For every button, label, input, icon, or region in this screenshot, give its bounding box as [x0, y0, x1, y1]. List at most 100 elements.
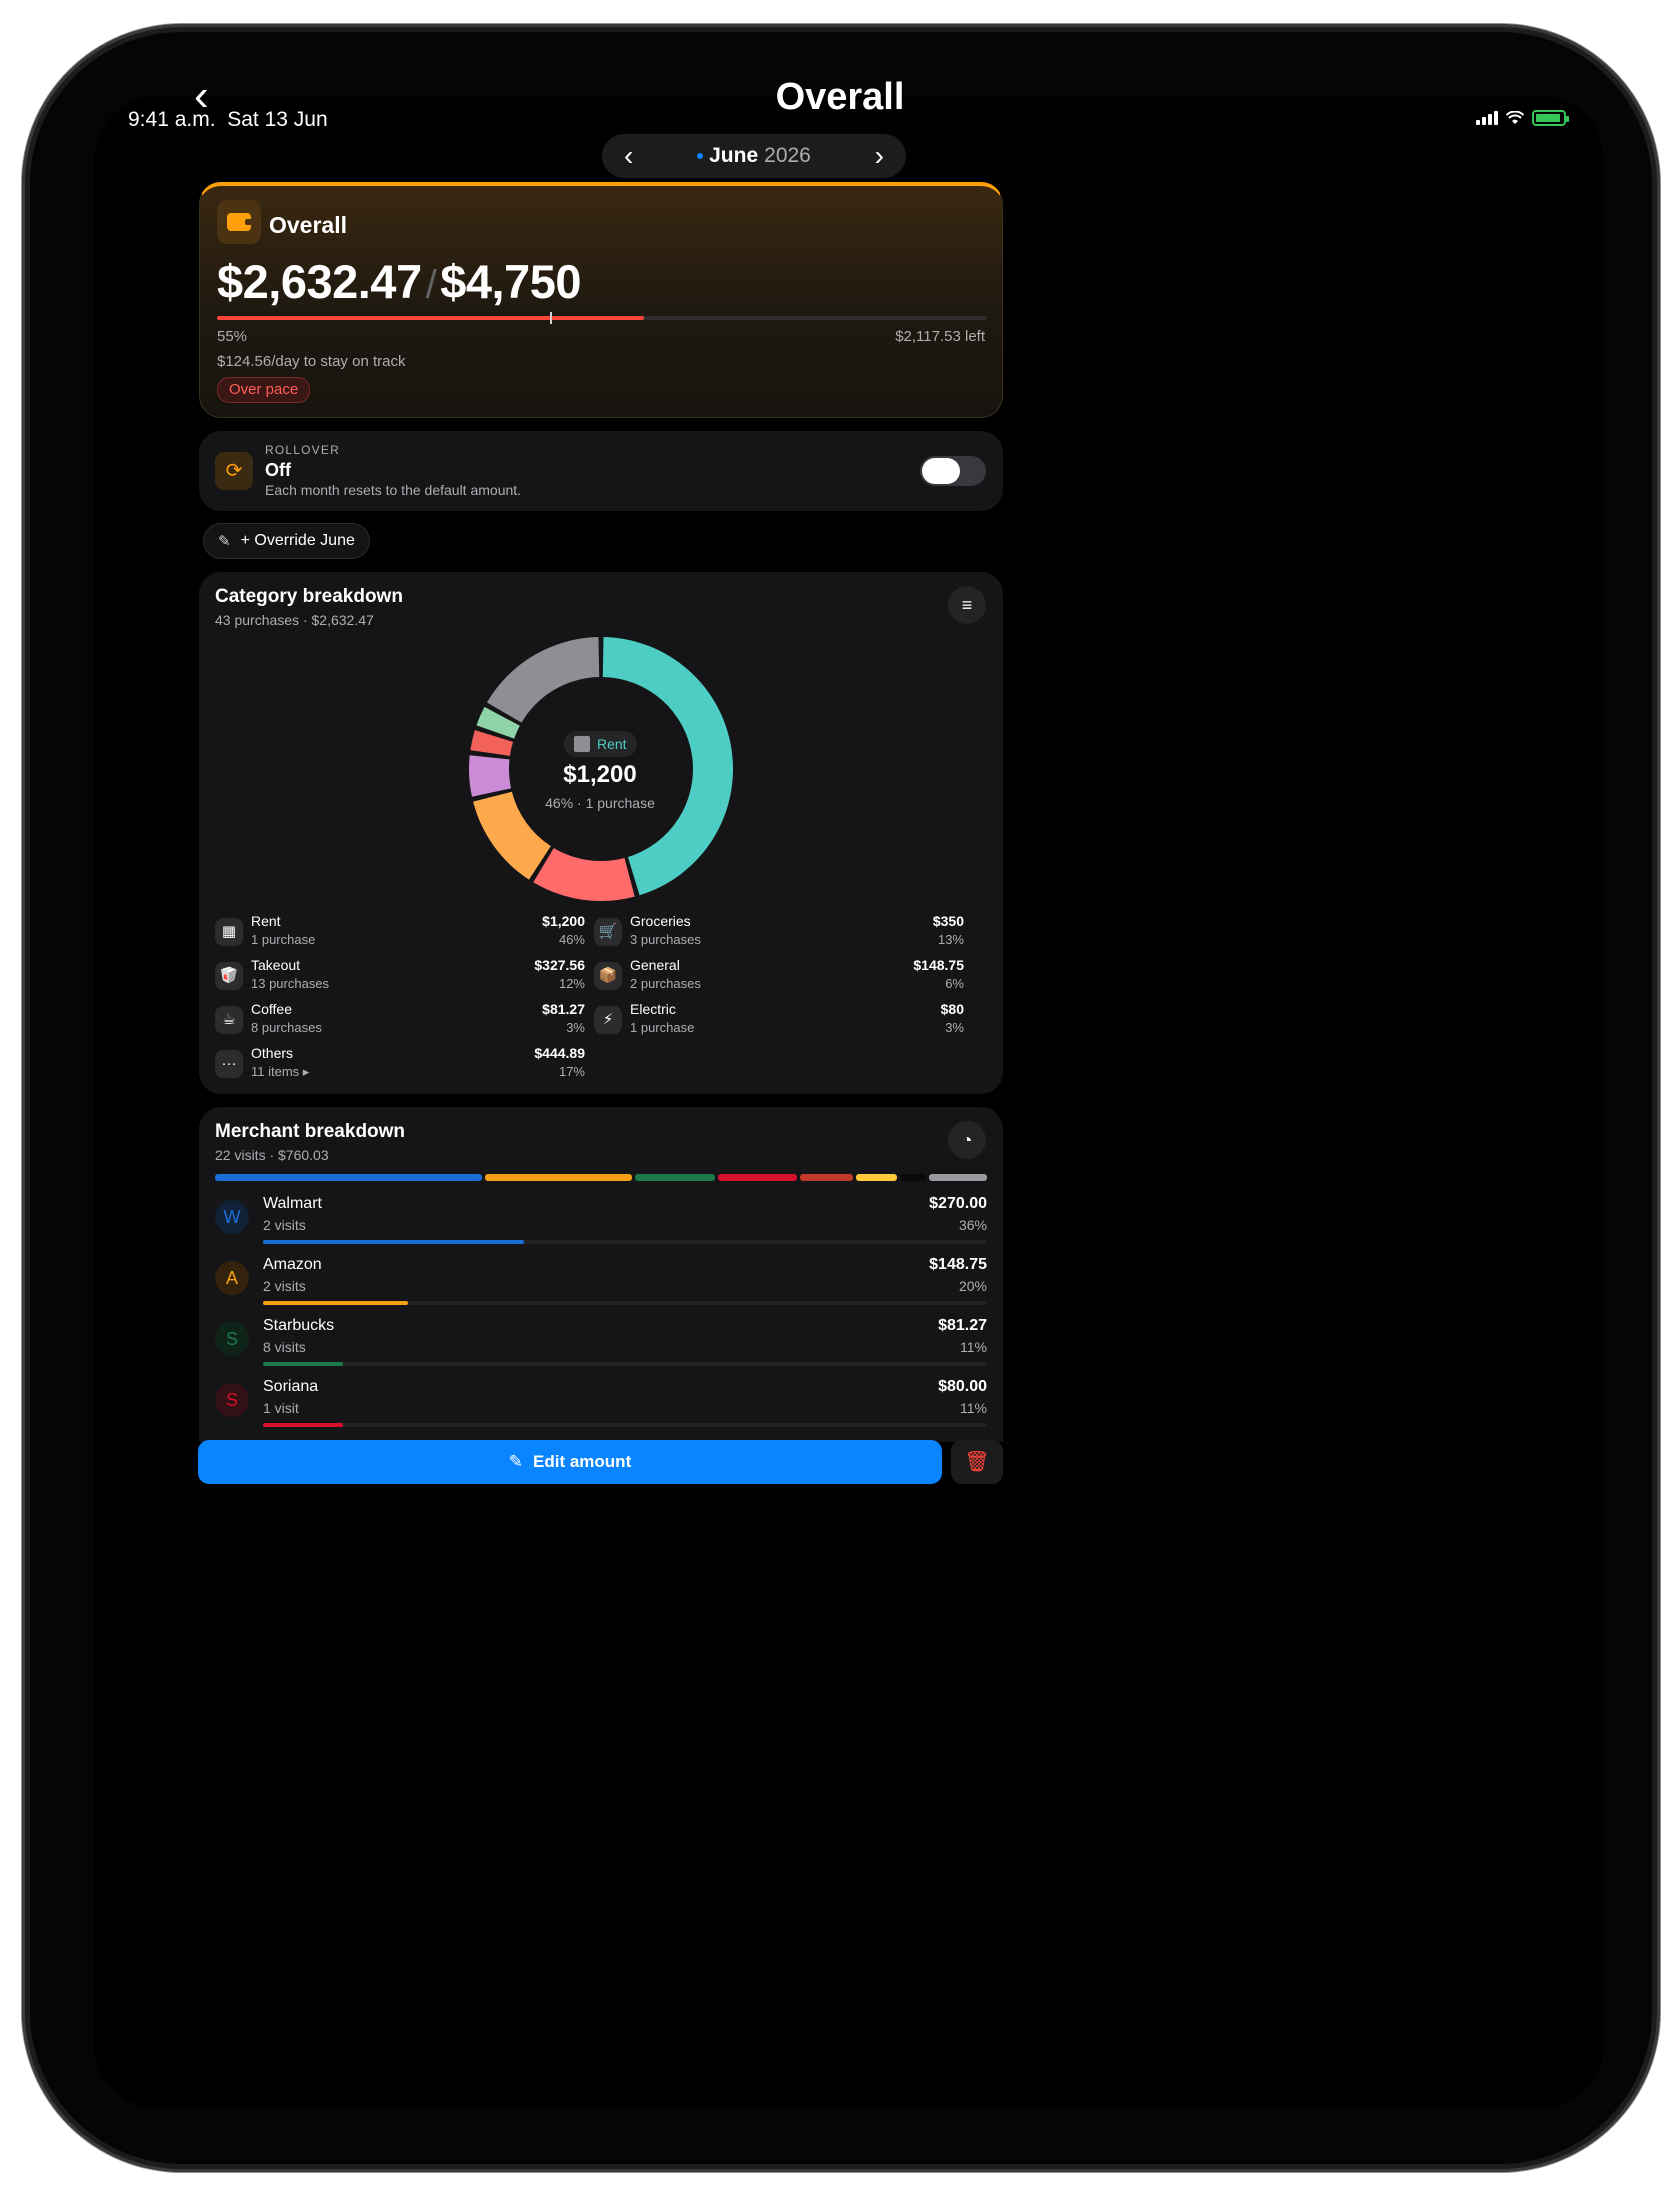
legend-amount: $81.27 [542, 1001, 585, 1017]
prev-month-chevron-icon[interactable]: ‹ [624, 140, 634, 171]
override-month-button[interactable]: ✎ + Override June [203, 523, 370, 559]
legend-amount: $80 [940, 1001, 964, 1017]
merchant-bar-track [263, 1362, 987, 1366]
rollover-description: Each month resets to the default amount. [265, 482, 522, 498]
merchant-avatar: S [215, 1383, 249, 1417]
merchant-row-amazon[interactable]: A Amazon 2 visits $148.75 20% [215, 1256, 987, 1316]
legend-percent: 13% [937, 932, 964, 947]
back-chevron-icon[interactable]: ‹ [194, 71, 209, 120]
category-subtitle: 43 purchases · $2,632.47 [215, 612, 374, 628]
category-title: Category breakdown [215, 586, 403, 607]
legend-amount: $327.56 [534, 957, 585, 973]
donut-slice-general[interactable] [469, 755, 512, 797]
merchant-visits: 8 visits [263, 1339, 306, 1355]
edit-amount-button[interactable]: ✎ Edit amount [198, 1440, 942, 1484]
budget-progress-bar [217, 312, 987, 324]
package-icon: 📦 [594, 962, 622, 990]
donut-slice-coffee[interactable] [470, 730, 514, 756]
legend-sub: 11 items ▸ [251, 1064, 310, 1079]
donut-slice-rent[interactable] [602, 637, 733, 896]
merchant-row-walmart[interactable]: W Walmart 2 visits $270.00 36% [215, 1195, 987, 1255]
takeout-box-icon: 🥡 [215, 962, 243, 990]
merchant-avatar: W [215, 1200, 249, 1234]
stack-segment [855, 1174, 897, 1181]
ellipsis-icon: ··· [215, 1050, 243, 1078]
stack-segment [634, 1174, 716, 1181]
legend-item-takeout[interactable]: 🥡 Takeout 13 purchases $327.56 12% [215, 956, 585, 996]
budget-remaining: $2,117.53 left [895, 328, 985, 345]
signal-icon [1476, 111, 1498, 125]
merchant-amount: $80.00 [938, 1378, 987, 1395]
legend-percent: 3% [566, 1020, 585, 1035]
legend-name: Coffee [251, 1001, 292, 1017]
legend-percent: 12% [558, 976, 585, 991]
legend-amount: $148.75 [913, 957, 964, 973]
legend-item-groceries[interactable]: 🛒 Groceries 3 purchases $350 13% [594, 912, 964, 952]
budget-total: $4,750 [440, 255, 581, 308]
current-month-dot [697, 153, 704, 159]
merchant-avatar: A [215, 1261, 249, 1295]
merchant-title: Merchant breakdown [215, 1121, 406, 1142]
rollover-value: Off [265, 460, 291, 480]
page-title: Overall [775, 76, 905, 118]
list-view-icon[interactable]: ≡ [948, 586, 986, 624]
legend-item-general[interactable]: 📦 General 2 purchases $148.75 6% [594, 956, 964, 996]
legend-item-electric[interactable]: ⚡ Electric 1 purchase $80 3% [594, 1000, 964, 1040]
donut-slice-takeout[interactable] [473, 791, 551, 880]
category-donut-chart [469, 637, 733, 901]
merchant-breakdown-card: Merchant breakdown 22 visits · $760.03 ◔… [199, 1107, 1003, 1442]
edit-amount-label: Edit amount [533, 1452, 632, 1471]
month-name: June [709, 144, 759, 167]
merchant-row-soriana[interactable]: S Soriana 1 visit $80.00 11% [215, 1378, 987, 1438]
coffee-icon: ☕ [215, 1006, 243, 1034]
merchant-amount: $148.75 [929, 1256, 987, 1273]
legend-amount: $444.89 [534, 1045, 585, 1061]
wifi-icon [1506, 111, 1524, 124]
merchant-visits: 1 visit [263, 1400, 299, 1416]
rollover-arrows-icon: ⟳ [215, 452, 253, 490]
legend-item-others[interactable]: ··· Others 11 items ▸ $444.89 17% [215, 1044, 585, 1084]
pace-marker [550, 312, 553, 324]
merchant-subtitle: 22 visits · $760.03 [215, 1147, 329, 1163]
stack-segment [718, 1174, 797, 1181]
merchant-percent: 36% [958, 1217, 987, 1233]
rollover-card: ⟳ ROLLOVER Off Each month resets to the … [199, 431, 1003, 511]
merchant-visits: 2 visits [263, 1278, 306, 1294]
merchant-name: Walmart [263, 1195, 322, 1212]
merchant-bar-track [263, 1423, 987, 1427]
delete-button[interactable]: 🗑 [951, 1440, 1003, 1484]
stack-segment [484, 1174, 632, 1181]
merchant-bar-fill [263, 1301, 408, 1305]
over-pace-badge: Over pace [217, 377, 311, 403]
merchant-bar-fill [263, 1240, 524, 1244]
donut-slice-electric[interactable] [476, 706, 520, 739]
category-legend: ▦ Rent 1 purchase $1,200 46% 🛒 Groceries … [215, 912, 985, 1082]
next-month-chevron-icon[interactable]: › [874, 140, 884, 171]
battery-icon [1532, 110, 1569, 126]
pie-chart-icon[interactable]: ◔ [948, 1121, 986, 1159]
merchant-percent: 20% [958, 1278, 987, 1294]
legend-name: Others [251, 1045, 294, 1061]
status-bar: 9:41 a.m. Sat 13 Jun [94, 96, 1604, 146]
budget-percent: 55% [217, 328, 248, 345]
budget-amount: $2,632.47/$4,750 [217, 254, 581, 309]
legend-percent: 6% [945, 976, 964, 991]
merchant-amount: $81.27 [938, 1317, 987, 1334]
legend-item-rent[interactable]: ▦ Rent 1 purchase $1,200 46% [215, 912, 585, 952]
merchant-row-starbucks[interactable]: S Starbucks 8 visits $81.27 11% [215, 1317, 987, 1377]
legend-sub: 13 purchases [251, 976, 330, 991]
spent-amount: $2,632.47 [217, 255, 422, 308]
legend-item-coffee[interactable]: ☕ Coffee 8 purchases $81.27 3% [215, 1000, 585, 1040]
legend-name: Rent [251, 913, 281, 929]
donut-slice-others[interactable] [486, 637, 600, 723]
legend-name: Takeout [251, 957, 301, 973]
wallet-icon [217, 200, 261, 244]
category-breakdown-card: Category breakdown 43 purchases · $2,632… [199, 572, 1003, 1094]
legend-sub: 1 purchase [251, 932, 316, 947]
donut-slice-groceries[interactable] [533, 847, 635, 901]
merchant-visits: 2 visits [263, 1217, 306, 1233]
month-label[interactable]: June 2026 [697, 144, 811, 168]
budget-name: Overall [269, 212, 347, 238]
status-time: 9:41 a.m. Sat 13 Jun [128, 108, 328, 131]
rollover-toggle[interactable] [920, 456, 986, 486]
